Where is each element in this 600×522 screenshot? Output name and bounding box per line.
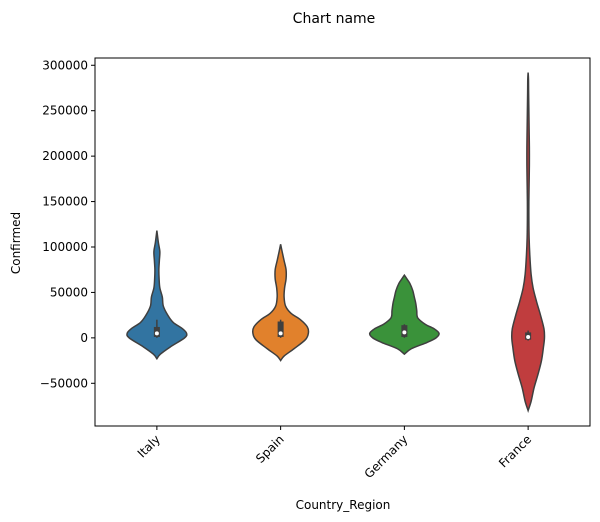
y-tick-label: 100000: [42, 240, 88, 254]
x-axis-label: Country_Region: [296, 498, 391, 512]
y-axis: −50000 0 50000 100000 150000 200000 250000 3000…: [40, 58, 95, 390]
y-tick-label: 250000: [42, 104, 88, 118]
x-tick-label: Spain: [253, 432, 287, 466]
violin-france: [510, 72, 546, 413]
plot-area-frame: [94, 57, 591, 427]
y-tick-label: 50000: [50, 285, 88, 299]
y-tick-label: 200000: [42, 149, 88, 163]
violins-layer: [126, 72, 546, 413]
iqr-box-spain: [277, 321, 284, 337]
y-axis-label: Confirmed: [9, 212, 23, 274]
x-tick-label: France: [496, 432, 534, 470]
median-dot-france: [526, 334, 531, 339]
median-dot-germany: [402, 330, 407, 335]
x-axis: Italy Spain Germany France: [135, 426, 534, 481]
median-dot-italy: [154, 331, 159, 336]
x-tick-label: Germany: [362, 432, 411, 481]
violin-germany: [368, 273, 440, 356]
y-tick-label: −50000: [40, 376, 88, 390]
x-tick-label: Italy: [135, 432, 163, 460]
violin-spain: [251, 244, 310, 362]
chart-title: Chart name: [293, 11, 376, 27]
violin-italy: [126, 230, 188, 360]
y-tick-label: 300000: [42, 58, 88, 72]
y-tick-label: 150000: [42, 195, 88, 209]
y-tick-label: 0: [80, 331, 88, 345]
median-dot-spain: [278, 331, 283, 336]
